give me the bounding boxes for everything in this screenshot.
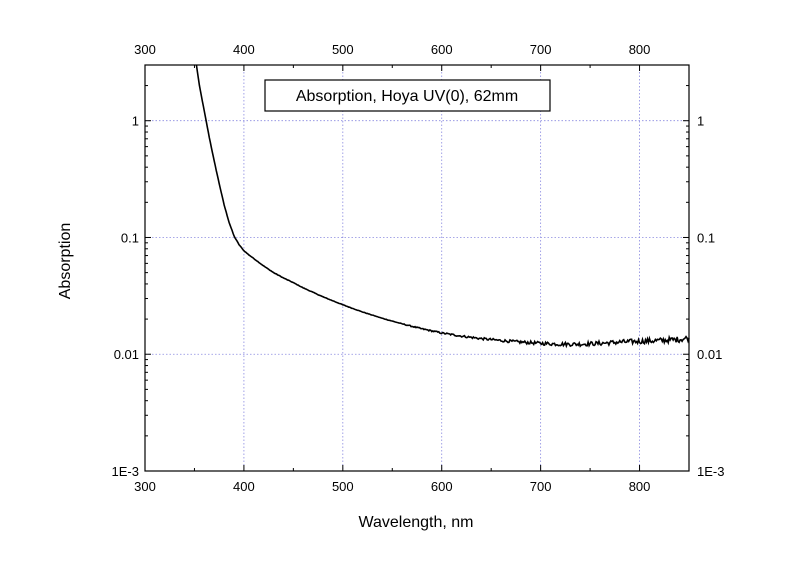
- x-tick-label-bottom: 500: [332, 479, 354, 494]
- x-tick-label-top: 500: [332, 42, 354, 57]
- y-tick-label-left: 0.1: [121, 230, 139, 245]
- x-axis-title: Wavelength, nm: [358, 514, 473, 531]
- axis-ticks: 300 300 400 400 500 500 600 600 700 700 800 800 1E-3…: [112, 42, 725, 494]
- y-tick-label-left: 1E-3: [112, 464, 139, 479]
- y-tick-label-left: 1: [132, 114, 139, 129]
- legend-frame: [264, 79, 551, 112]
- y-tick-label-right: 1E-3: [697, 464, 724, 479]
- y-tick-label-left: 0.01: [114, 347, 139, 362]
- y-axis-title: Absorption: [57, 223, 74, 300]
- plot-frame: [144, 64, 690, 472]
- series-line: [195, 64, 690, 349]
- x-tick-label-top: 300: [134, 42, 156, 57]
- grid-lines: [145, 65, 689, 471]
- y-tick-label-right: 0.1: [697, 230, 715, 245]
- legend-box: Absorption, Hoya UV(0), 62mm: [264, 79, 551, 112]
- x-tick-label-bottom: 600: [431, 479, 453, 494]
- x-tick-label-bottom: 700: [530, 479, 552, 494]
- x-tick-label-top: 600: [431, 42, 453, 57]
- x-tick-label-bottom: 400: [233, 479, 255, 494]
- legend-text: Absorption, Hoya UV(0), 62mm: [296, 88, 518, 105]
- x-tick-label-bottom: 300: [134, 479, 156, 494]
- x-tick-label-top: 700: [530, 42, 552, 57]
- x-tick-label-top: 400: [233, 42, 255, 57]
- y-tick-label-right: 1: [697, 114, 704, 129]
- x-tick-label-bottom: 800: [629, 479, 651, 494]
- y-tick-label-right: 0.01: [697, 347, 722, 362]
- x-tick-label-top: 800: [629, 42, 651, 57]
